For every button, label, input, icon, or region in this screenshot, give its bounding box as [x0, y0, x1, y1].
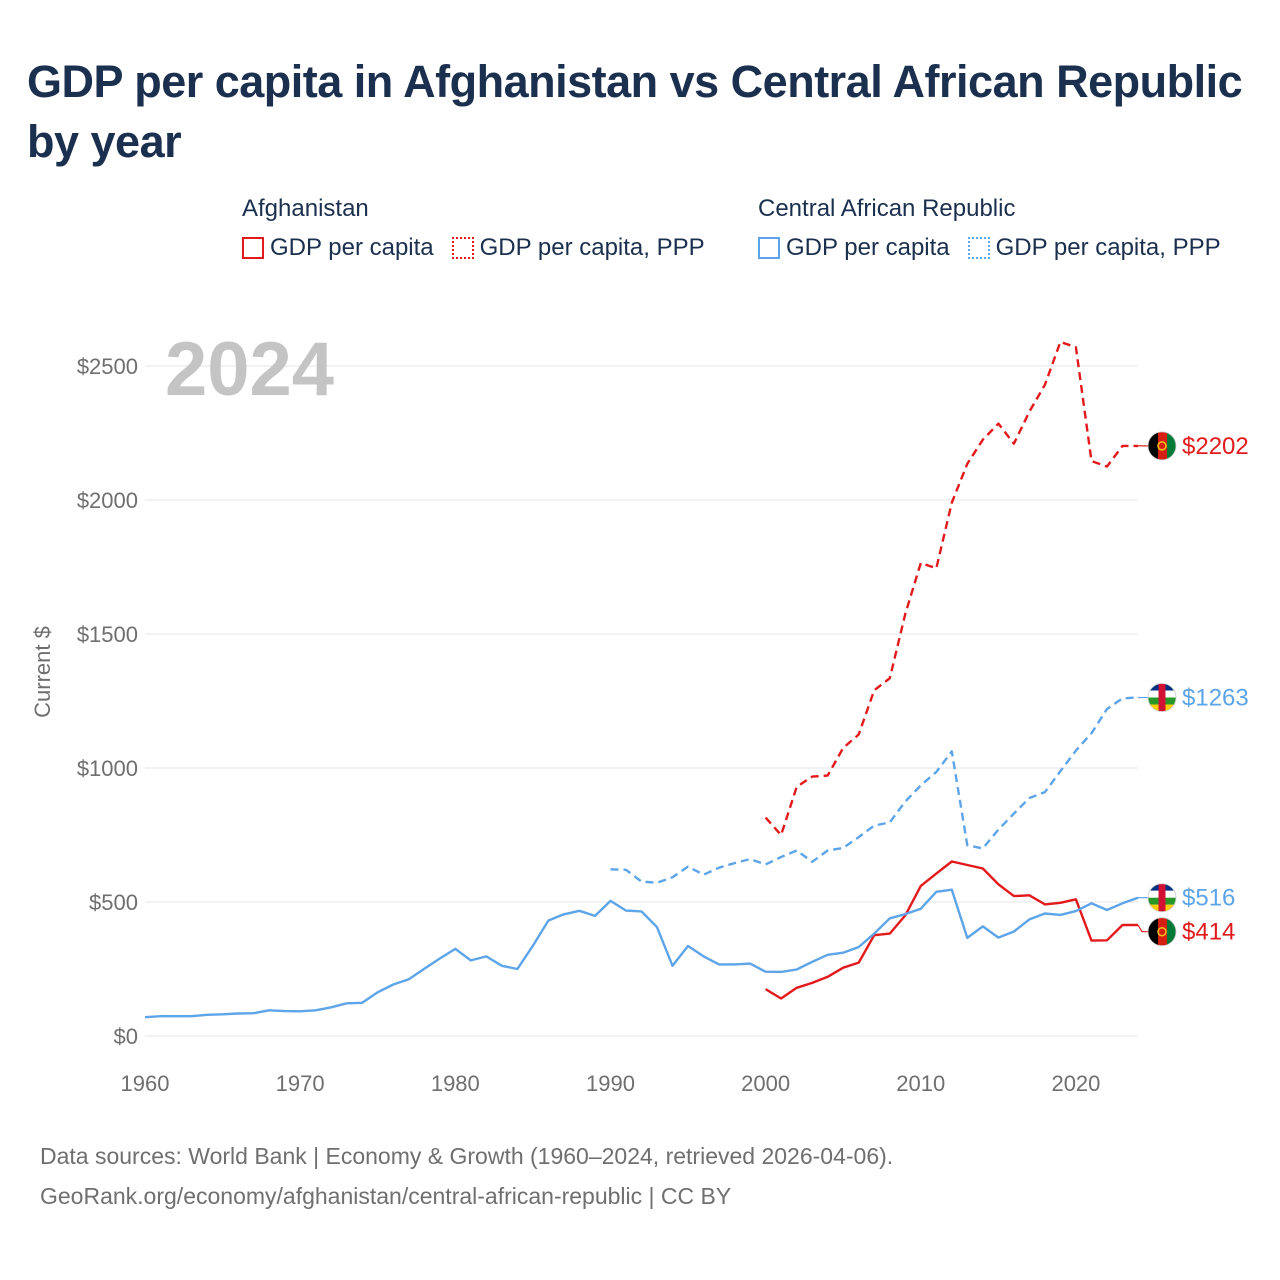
afghanistan-flag-icon — [1147, 917, 1177, 947]
source-line-2[interactable]: GeoRank.org/economy/afghanistan/central-… — [40, 1183, 732, 1209]
x-tick-label: 1970 — [276, 1071, 325, 1096]
y-tick-label: $1500 — [77, 622, 138, 647]
legend-item-car-gdp-ppp[interactable]: GDP per capita, PPP — [967, 234, 1221, 262]
y-tick-label: $2500 — [77, 354, 138, 379]
end-value-label: $2202 — [1182, 433, 1249, 460]
legend-item-label: GDP per capita — [270, 234, 434, 261]
legend-group-name: Afghanistan — [242, 195, 369, 222]
end-value-label: $1263 — [1182, 685, 1249, 712]
data-source-note: Data sources: World Bank | Economy & Gro… — [40, 1136, 893, 1216]
afghanistan-flag-icon — [1147, 431, 1177, 461]
y-tick-label: $2000 — [77, 488, 138, 513]
x-tick-label: 1960 — [121, 1071, 170, 1096]
legend-item-label: GDP per capita, PPP — [995, 234, 1221, 261]
legend-item-afghanistan-gdp[interactable]: GDP per capita — [242, 234, 434, 262]
central-african-republic-flag-icon — [1147, 883, 1177, 913]
legend-item-afghanistan-gdp-ppp[interactable]: GDP per capita, PPP — [451, 234, 705, 262]
x-tick-label: 1990 — [586, 1071, 635, 1096]
source-line-1: Data sources: World Bank | Economy & Gro… — [40, 1143, 894, 1169]
x-tick-label: 1980 — [431, 1071, 480, 1096]
legend-group-name: Central African Republic — [758, 195, 1016, 222]
legend-swatch-dotted — [967, 237, 990, 259]
series-line-afghanistan-gdp-per-capita-ppp[interactable] — [764, 340, 1138, 837]
series-line-afghanistan-gdp-per-capita[interactable] — [764, 860, 1138, 1000]
end-value-label: $516 — [1182, 885, 1235, 912]
legend-item-label: GDP per capita — [786, 234, 950, 261]
legend-item-label: GDP per capita, PPP — [479, 234, 705, 261]
x-tick-label: 2000 — [741, 1071, 790, 1096]
central-african-republic-flag-icon — [1147, 683, 1177, 712]
legend-item-car-gdp[interactable]: GDP per capita — [758, 234, 950, 262]
series-line-central-african-republic-gdp-per-capita[interactable] — [144, 888, 1139, 1019]
legend-group-central-african-republic: Central African Republic GDP per capita … — [758, 192, 1239, 262]
y-axis-label: Current $ — [30, 626, 55, 718]
y-tick-label: $0 — [114, 1024, 138, 1049]
x-tick-label: 2010 — [896, 1071, 945, 1096]
x-tick-label: 2020 — [1051, 1071, 1100, 1096]
legend-swatch-dotted — [451, 237, 474, 259]
y-tick-label: $500 — [89, 890, 138, 915]
legend-swatch-solid — [242, 237, 264, 259]
legend-swatch-solid — [758, 237, 780, 259]
label-leader-line — [1137, 924, 1148, 933]
legend-group-afghanistan: Afghanistan GDP per capita GDP per capit… — [242, 192, 723, 262]
chart-title: GDP per capita in Afghanistan vs Central… — [27, 56, 1243, 167]
year-watermark: 2024 — [165, 327, 334, 412]
y-tick-label: $1000 — [77, 756, 138, 781]
end-value-label: $414 — [1182, 919, 1235, 946]
series-line-central-african-republic-gdp-per-capita-ppp[interactable] — [610, 696, 1139, 884]
